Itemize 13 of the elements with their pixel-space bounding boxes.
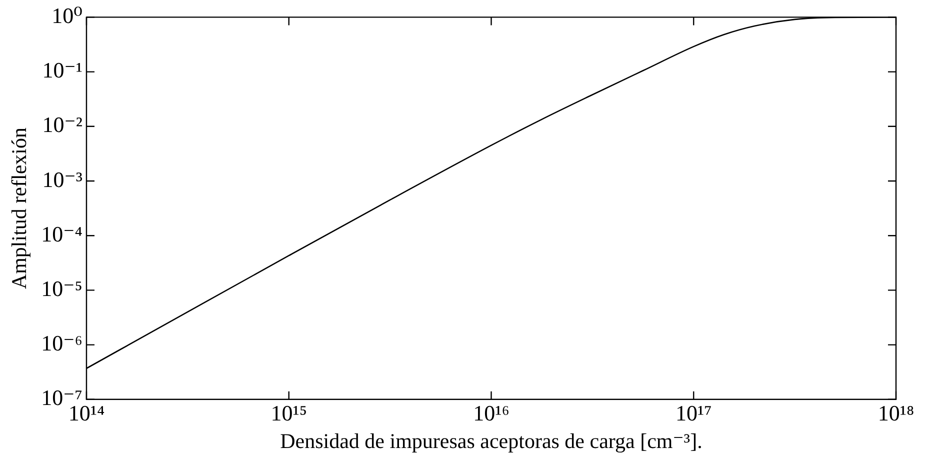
y-tick-label: 10⁻² — [42, 112, 83, 138]
x-tick-label: 10¹⁶ — [473, 400, 510, 426]
y-tick-label: 10⁻⁴ — [41, 221, 83, 246]
x-tick-label: 10¹⁸ — [878, 400, 914, 426]
y-tick-label: 10⁻⁵ — [41, 276, 82, 301]
x-tick-label: 10¹⁷ — [675, 400, 712, 426]
y-tick-label: 10⁰ — [52, 2, 83, 28]
y-axis-title: Amplitud reflexión — [7, 127, 32, 290]
x-tick-label: 10¹⁵ — [270, 400, 307, 426]
x-axis-title: Densidad de impuresas aceptoras de carga [cm⁻³]. — [280, 428, 702, 453]
y-tick-label: 10⁻⁶ — [41, 330, 82, 356]
y-tick-label: 10⁻³ — [42, 166, 83, 192]
y-tick-label: 10⁻¹ — [42, 58, 82, 83]
